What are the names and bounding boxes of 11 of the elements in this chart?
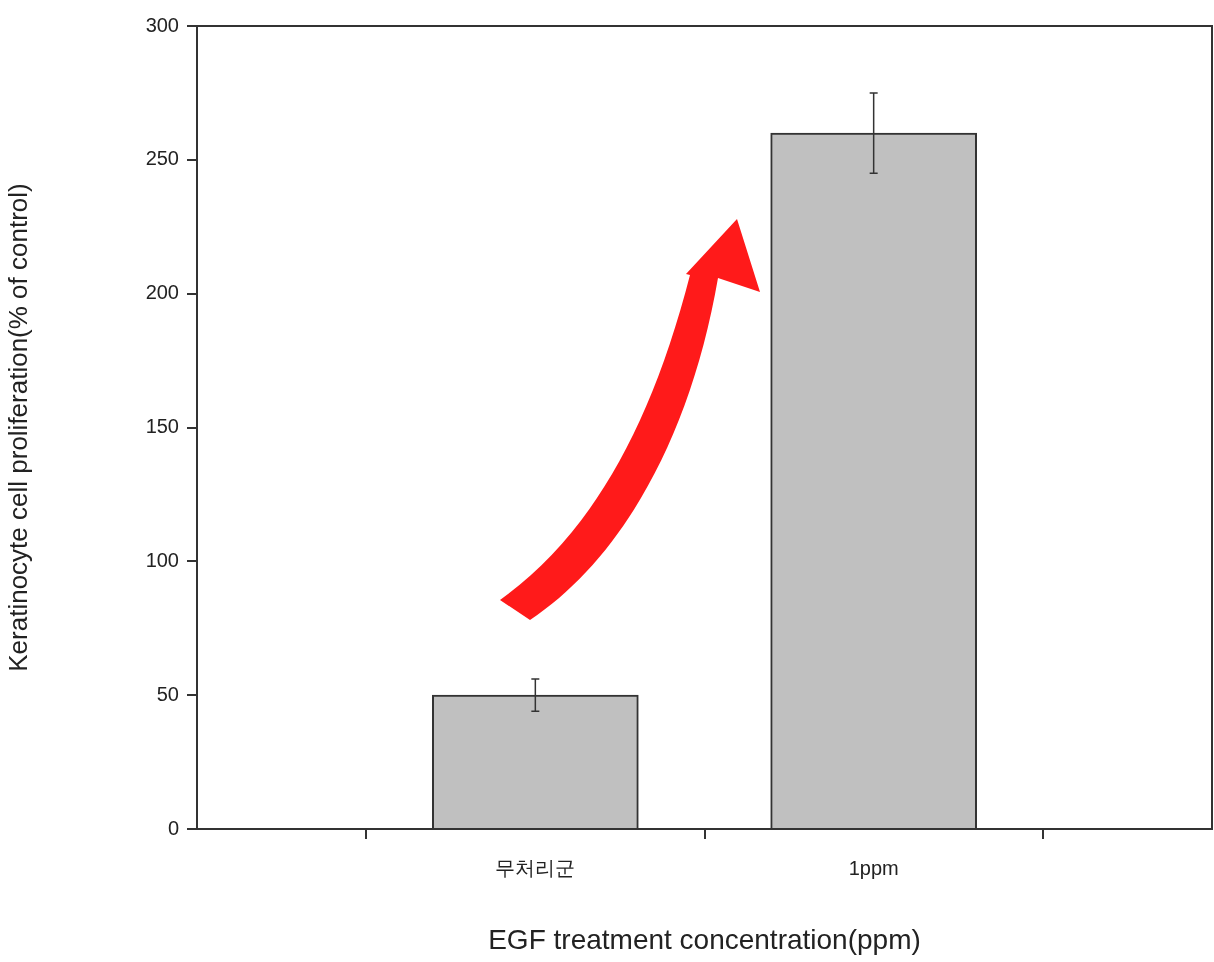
- y-tick-label: 100: [145, 548, 179, 571]
- x-tick-label: 무처리군: [495, 856, 576, 879]
- x-axis-title: EGF treatment concentration(ppm): [488, 923, 921, 955]
- y-tick-label: 0: [167, 816, 179, 839]
- y-tick-label: 150: [145, 415, 179, 438]
- y-tick-label: 250: [145, 147, 179, 170]
- y-tick-label: 300: [145, 13, 179, 36]
- y-tick-label: 50: [156, 682, 179, 705]
- x-tick-label: 1ppm: [848, 856, 899, 879]
- y-axis-title: Keratinocyte cell proliferation(% of control): [2, 183, 33, 672]
- y-tick-label: 200: [145, 281, 179, 304]
